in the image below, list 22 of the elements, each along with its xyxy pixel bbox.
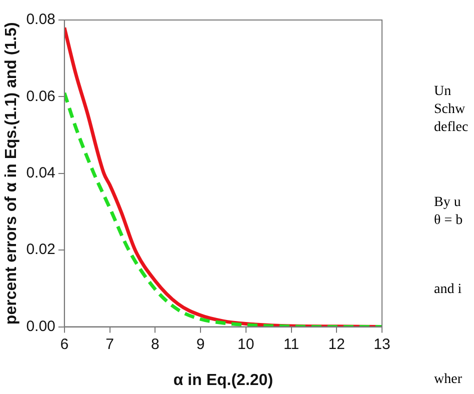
x-tick-label: 10	[238, 336, 254, 353]
text: Schw	[434, 102, 466, 118]
text: By u	[434, 195, 461, 211]
text: Un	[434, 84, 452, 100]
x-tick-label: 6	[60, 336, 69, 353]
y-tick-label: 0.08	[26, 11, 56, 28]
y-tick-label: 0.00	[26, 318, 56, 335]
x-tick-label: 9	[196, 336, 205, 353]
x-tick-label: 13	[374, 336, 390, 353]
y-axis-title: percent errors of α in Eqs.(1.1) and (1.5)	[3, 22, 20, 325]
y-tick-label: 0.06	[26, 88, 56, 105]
text: θ = b	[434, 213, 463, 229]
x-tick-label: 11	[283, 336, 300, 353]
text: wher	[434, 372, 462, 388]
text: and i	[434, 282, 462, 298]
x-tick-label: 8	[150, 336, 160, 353]
text: deflec	[434, 120, 468, 136]
y-tick-label: 0.04	[26, 164, 56, 182]
x-tick-label: 7	[106, 336, 114, 353]
x-tick-label: 12	[328, 336, 345, 353]
x-axis-title: α in Eq.(2.20)	[173, 372, 274, 389]
y-tick-label: 0.02	[26, 241, 56, 258]
